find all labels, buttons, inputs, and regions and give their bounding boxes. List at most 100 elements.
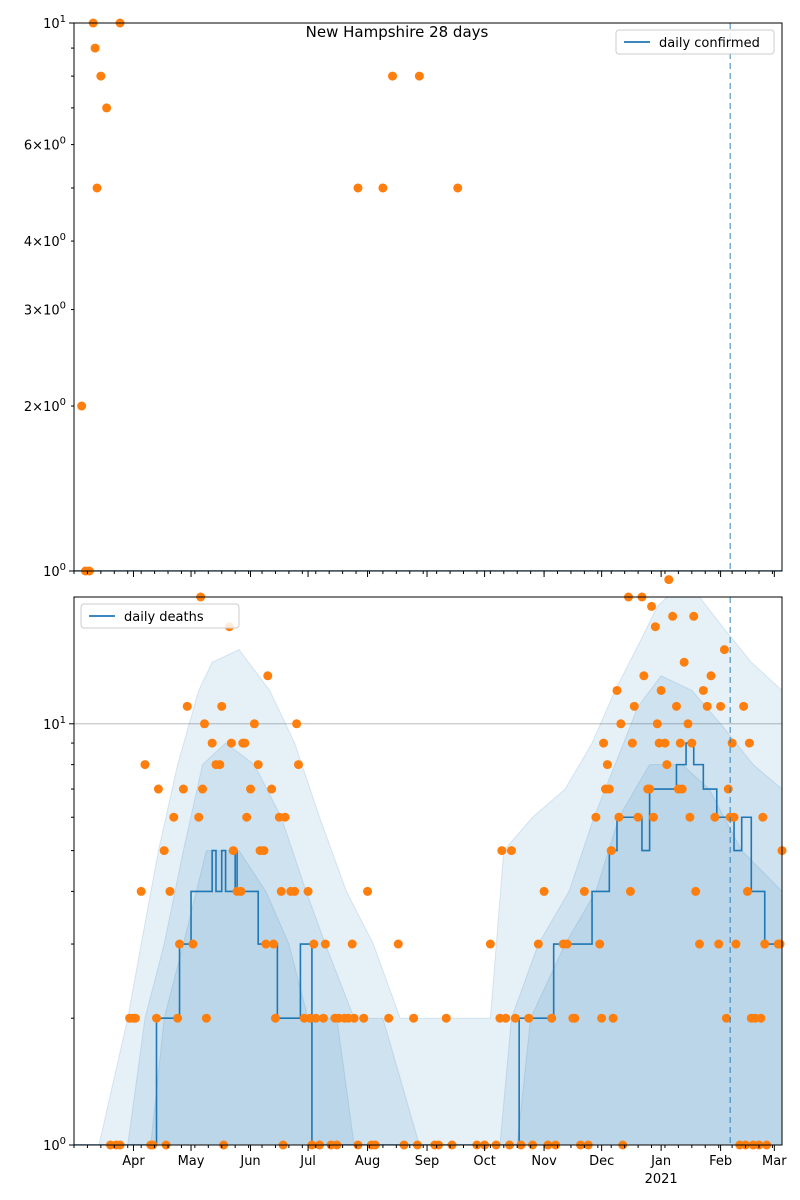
- data-point: [263, 671, 273, 681]
- data-point: [159, 846, 169, 856]
- data-point: [648, 812, 658, 822]
- data-point: [716, 701, 726, 711]
- data-point: [140, 760, 150, 770]
- data-point: [359, 1013, 369, 1023]
- data-point: [539, 886, 549, 896]
- data-point: [311, 1013, 321, 1023]
- data-point: [363, 886, 373, 896]
- data-point: [249, 719, 259, 729]
- data-point: [393, 939, 403, 949]
- data-point: [453, 183, 463, 193]
- data-point: [595, 939, 605, 949]
- data-point: [650, 622, 660, 632]
- data-point: [629, 701, 639, 711]
- data-point: [152, 1013, 162, 1023]
- data-point: [547, 1013, 557, 1023]
- data-point: [506, 846, 516, 856]
- data-point: [228, 846, 238, 856]
- x-tick-label: Sep: [415, 1154, 440, 1169]
- data-point: [647, 601, 657, 611]
- legend-label: daily confirmed: [659, 36, 760, 51]
- data-point: [675, 738, 685, 748]
- data-point: [236, 886, 246, 896]
- data-point: [744, 738, 754, 748]
- data-point: [217, 701, 227, 711]
- y-tick-label: 101: [43, 715, 66, 733]
- data-point: [604, 784, 614, 794]
- y-minor-tick-label: 2×100: [24, 397, 66, 415]
- data-point: [303, 886, 313, 896]
- data-point: [683, 719, 693, 729]
- data-point: [175, 939, 185, 949]
- y-minor-tick-label: 4×100: [24, 232, 66, 250]
- legend-label: daily deaths: [124, 610, 204, 625]
- data-point: [293, 760, 303, 770]
- data-point: [182, 701, 192, 711]
- data-point: [591, 812, 601, 822]
- data-point: [165, 886, 175, 896]
- data-point: [599, 738, 609, 748]
- data-point: [698, 685, 708, 695]
- data-point: [639, 671, 649, 681]
- data-point: [259, 846, 269, 856]
- data-point: [625, 886, 635, 896]
- data-point: [775, 939, 785, 949]
- data-point: [727, 738, 737, 748]
- legend-box: [80, 603, 240, 629]
- x-tick-label: Jan: [650, 1154, 671, 1169]
- data-point: [706, 671, 716, 681]
- series-line: [74, 742, 782, 1145]
- data-point: [662, 760, 672, 770]
- data-point: [188, 939, 198, 949]
- data-point: [677, 784, 687, 794]
- data-point: [652, 719, 662, 729]
- x-tick-label: Mar: [762, 1154, 787, 1169]
- data-point: [756, 1013, 766, 1023]
- data-point: [664, 575, 674, 585]
- x-tick-label: Jun: [239, 1154, 260, 1169]
- data-point: [96, 71, 106, 81]
- x-tick-label: Oct: [473, 1154, 495, 1169]
- data-point: [349, 1013, 359, 1023]
- x-tick-label: Nov: [531, 1154, 557, 1169]
- data-point: [441, 1013, 451, 1023]
- data-point: [207, 738, 217, 748]
- data-point: [130, 1013, 140, 1023]
- plot-area: [74, 597, 782, 1145]
- y-tick-label: 100: [43, 1136, 66, 1154]
- data-point: [388, 71, 398, 81]
- x-year-label: 2021: [645, 1172, 678, 1187]
- legend: daily confirmed: [615, 29, 775, 55]
- x-tick-label: Jul: [299, 1154, 316, 1169]
- data-point: [280, 812, 290, 822]
- legend: daily deaths: [80, 603, 240, 629]
- data-point: [602, 760, 612, 770]
- data-point: [201, 1013, 211, 1023]
- data-point: [194, 812, 204, 822]
- x-tick-label: Feb: [709, 1154, 732, 1169]
- x-tick-label: Apr: [122, 1154, 145, 1169]
- data-point: [614, 812, 624, 822]
- data-point: [710, 812, 720, 822]
- data-point: [579, 886, 589, 896]
- data-point: [714, 939, 724, 949]
- data-point: [645, 784, 655, 794]
- data-point: [742, 886, 752, 896]
- data-point: [656, 685, 666, 695]
- axes-frame: [73, 596, 783, 1146]
- data-point: [758, 812, 768, 822]
- data-point: [739, 701, 749, 711]
- data-point: [694, 939, 704, 949]
- confidence-band-outer: [98, 597, 782, 1145]
- data-point: [353, 183, 363, 193]
- data-point: [309, 939, 319, 949]
- data-point: [173, 1013, 183, 1023]
- data-point: [92, 183, 102, 193]
- data-point: [276, 886, 286, 896]
- data-point: [687, 738, 697, 748]
- y-minor-tick-label: 6×100: [24, 136, 66, 154]
- data-point: [270, 1013, 280, 1023]
- data-point: [627, 738, 637, 748]
- data-point: [246, 784, 256, 794]
